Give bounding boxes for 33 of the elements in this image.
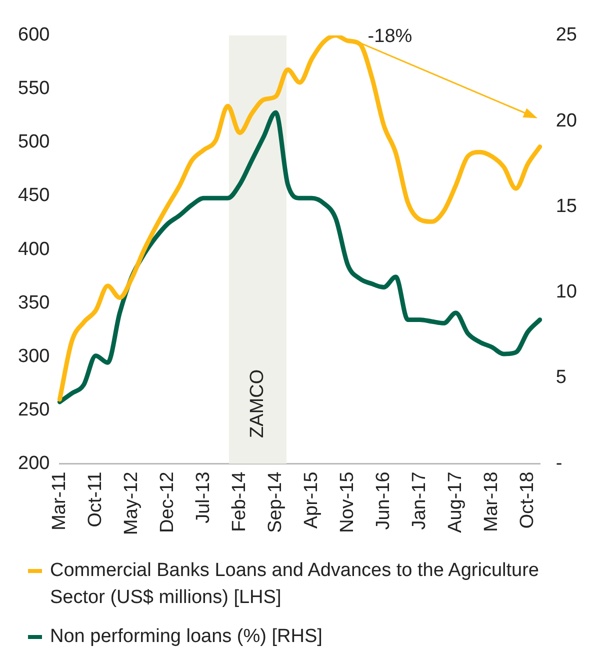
y2-tick-label: 10 [556, 282, 578, 303]
x-tick-label: Jan-17 [409, 472, 430, 530]
x-tick-label: Apr-15 [301, 472, 322, 529]
x-tick-label: May-12 [120, 472, 142, 536]
x-tick-label: Nov-15 [337, 472, 358, 533]
y-tick-label: 450 [18, 185, 50, 206]
x-tick-label: Aug-17 [445, 472, 466, 533]
x-tick-label: Oct-11 [84, 472, 106, 528]
x-tick-label: Jun-16 [373, 472, 394, 530]
y-tick-label: 250 [18, 399, 50, 420]
x-tick-label: Mar-11 [48, 472, 70, 530]
y-tick-label: 350 [18, 292, 50, 314]
x-tick-label: Oct-18 [517, 472, 538, 529]
x-tick-label: Dec-12 [156, 472, 178, 533]
legend-label: Non performing loans (%) [RHS] [50, 625, 322, 649]
x-tick-label: Mar-18 [481, 472, 502, 532]
y2-tick-label: 20 [556, 110, 578, 132]
legend-label: Commercial Banks Loans and Advances to the Agriculture Sector (US$ millions) [LHS] [50, 559, 540, 610]
annotation: -18% [368, 26, 412, 47]
y2-tick-label: 5 [556, 367, 566, 388]
y-tick-label: 550 [18, 78, 50, 100]
band-label: ZAMCO [247, 369, 268, 438]
y-tick-label: 300 [18, 346, 50, 367]
y-tick-label: 400 [18, 238, 50, 260]
x-tick-label: Jul-13 [192, 472, 214, 524]
y2-tick-label: 25 [556, 24, 578, 46]
y-tick-label: 600 [18, 24, 50, 46]
y2-tick-label: - [556, 452, 562, 474]
x-tick-label: Feb-14 [228, 471, 250, 532]
y-tick-label: 200 [18, 452, 50, 474]
y2-tick-label: 15 [556, 196, 578, 217]
y-tick-label: 500 [18, 132, 50, 153]
x-tick-label: Sep-14 [265, 471, 286, 533]
